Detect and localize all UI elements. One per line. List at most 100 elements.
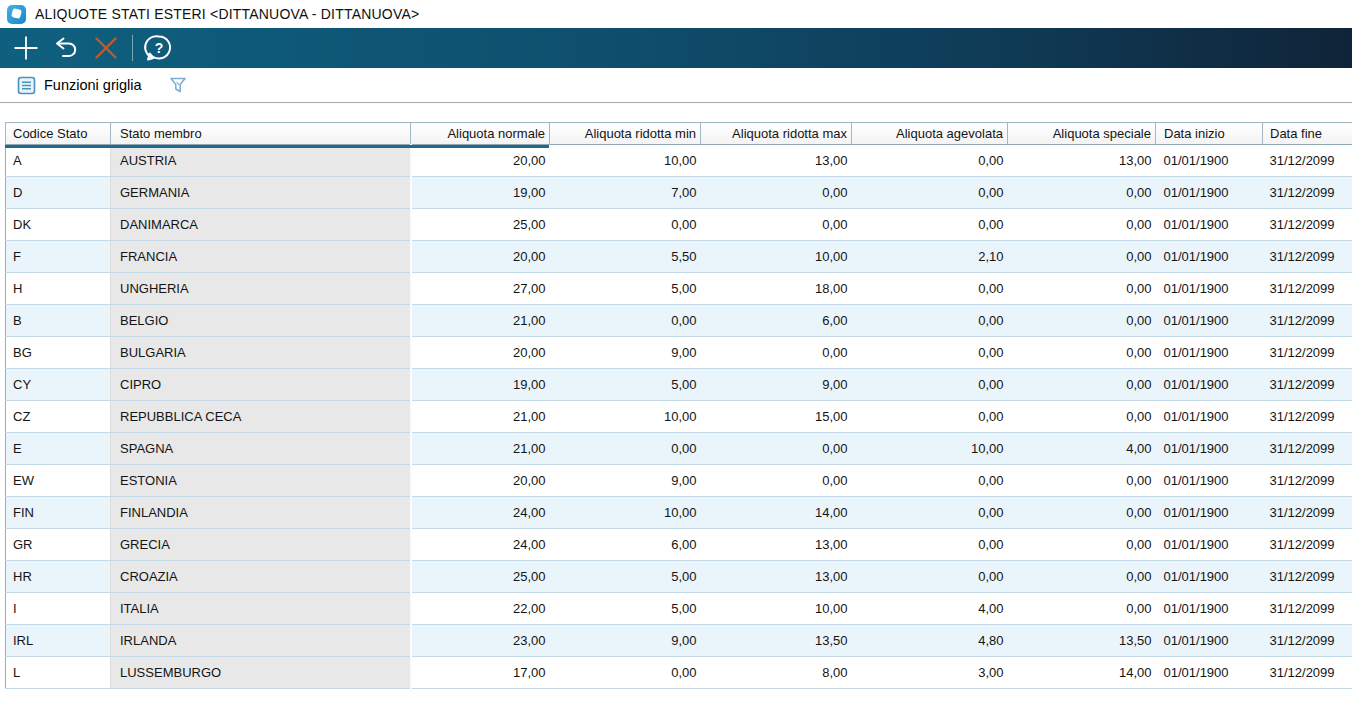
cell-aliquota-ridotta-max[interactable]: 0,00 — [701, 209, 852, 241]
cell-data-inizio[interactable]: 01/01/1900 — [1156, 465, 1263, 497]
cell-data-fine[interactable]: 31/12/2099 — [1263, 625, 1352, 657]
cell-aliquota-speciale[interactable]: 0,00 — [1008, 497, 1156, 529]
close-button[interactable] — [86, 28, 126, 68]
cell-aliquota-agevolata[interactable]: 0,00 — [852, 273, 1008, 305]
cell-aliquota-speciale[interactable]: 0,00 — [1008, 337, 1156, 369]
cell-codice-stato[interactable]: H — [6, 273, 111, 305]
cell-stato-membro[interactable]: ESTONIA — [111, 465, 411, 497]
column-header-data-inizio[interactable]: Data inizio — [1156, 123, 1263, 145]
cell-stato-membro[interactable]: IRLANDA — [111, 625, 411, 657]
cell-codice-stato[interactable]: CY — [6, 369, 111, 401]
column-header-stato-membro[interactable]: Stato membro — [111, 123, 411, 145]
cell-codice-stato[interactable]: L — [6, 657, 111, 689]
cell-aliquota-agevolata[interactable]: 0,00 — [852, 177, 1008, 209]
cell-aliquota-normale[interactable]: 21,00 — [411, 401, 550, 433]
cell-stato-membro[interactable]: FRANCIA — [111, 241, 411, 273]
cell-aliquota-normale[interactable]: 20,00 — [411, 337, 550, 369]
table-row[interactable]: BBELGIO21,000,006,000,000,0001/01/190031… — [6, 305, 1352, 337]
cell-stato-membro[interactable]: BULGARIA — [111, 337, 411, 369]
cell-data-inizio[interactable]: 01/01/1900 — [1156, 657, 1263, 689]
column-header-aliquota-agevolata[interactable]: Aliquota agevolata — [852, 123, 1008, 145]
cell-aliquota-normale[interactable]: 23,00 — [411, 625, 550, 657]
cell-data-fine[interactable]: 31/12/2099 — [1263, 433, 1352, 465]
cell-data-inizio[interactable]: 01/01/1900 — [1156, 433, 1263, 465]
cell-codice-stato[interactable]: FIN — [6, 497, 111, 529]
cell-aliquota-speciale[interactable]: 0,00 — [1008, 529, 1156, 561]
table-row[interactable]: HUNGHERIA27,005,0018,000,000,0001/01/190… — [6, 273, 1352, 305]
cell-data-fine[interactable]: 31/12/2099 — [1263, 305, 1352, 337]
cell-aliquota-ridotta-min[interactable]: 5,00 — [550, 561, 701, 593]
cell-aliquota-ridotta-min[interactable]: 10,00 — [550, 497, 701, 529]
cell-aliquota-normale[interactable]: 22,00 — [411, 593, 550, 625]
cell-aliquota-agevolata[interactable]: 10,00 — [852, 433, 1008, 465]
cell-aliquota-ridotta-min[interactable]: 10,00 — [550, 401, 701, 433]
cell-aliquota-speciale[interactable]: 0,00 — [1008, 209, 1156, 241]
cell-data-inizio[interactable]: 01/01/1900 — [1156, 241, 1263, 273]
cell-aliquota-ridotta-min[interactable]: 10,00 — [550, 145, 701, 177]
cell-aliquota-speciale[interactable]: 0,00 — [1008, 401, 1156, 433]
cell-aliquota-normale[interactable]: 25,00 — [411, 209, 550, 241]
cell-stato-membro[interactable]: REPUBBLICA CECA — [111, 401, 411, 433]
table-row[interactable]: BGBULGARIA20,009,000,000,000,0001/01/190… — [6, 337, 1352, 369]
cell-aliquota-speciale[interactable]: 0,00 — [1008, 177, 1156, 209]
cell-data-fine[interactable]: 31/12/2099 — [1263, 369, 1352, 401]
cell-aliquota-ridotta-max[interactable]: 14,00 — [701, 497, 852, 529]
table-row[interactable]: IRLIRLANDA23,009,0013,504,8013,5001/01/1… — [6, 625, 1352, 657]
cell-aliquota-speciale[interactable]: 0,00 — [1008, 241, 1156, 273]
cell-aliquota-ridotta-min[interactable]: 9,00 — [550, 337, 701, 369]
cell-codice-stato[interactable]: B — [6, 305, 111, 337]
cell-stato-membro[interactable]: CIPRO — [111, 369, 411, 401]
table-row[interactable]: DGERMANIA19,007,000,000,000,0001/01/1900… — [6, 177, 1352, 209]
cell-aliquota-ridotta-min[interactable]: 9,00 — [550, 625, 701, 657]
table-row[interactable]: GRGRECIA24,006,0013,000,000,0001/01/1900… — [6, 529, 1352, 561]
cell-data-inizio[interactable]: 01/01/1900 — [1156, 145, 1263, 177]
cell-stato-membro[interactable]: CROAZIA — [111, 561, 411, 593]
cell-aliquota-normale[interactable]: 24,00 — [411, 497, 550, 529]
cell-aliquota-ridotta-min[interactable]: 0,00 — [550, 433, 701, 465]
cell-codice-stato[interactable]: DK — [6, 209, 111, 241]
cell-codice-stato[interactable]: CZ — [6, 401, 111, 433]
cell-aliquota-speciale[interactable]: 0,00 — [1008, 273, 1156, 305]
cell-codice-stato[interactable]: E — [6, 433, 111, 465]
cell-data-fine[interactable]: 31/12/2099 — [1263, 593, 1352, 625]
cell-aliquota-ridotta-max[interactable]: 10,00 — [701, 241, 852, 273]
cell-aliquota-speciale[interactable]: 0,00 — [1008, 369, 1156, 401]
cell-codice-stato[interactable]: BG — [6, 337, 111, 369]
cell-stato-membro[interactable]: ITALIA — [111, 593, 411, 625]
table-row[interactable]: HRCROAZIA25,005,0013,000,000,0001/01/190… — [6, 561, 1352, 593]
cell-codice-stato[interactable]: I — [6, 593, 111, 625]
cell-codice-stato[interactable]: A — [6, 145, 111, 177]
cell-aliquota-normale[interactable]: 19,00 — [411, 177, 550, 209]
cell-aliquota-normale[interactable]: 24,00 — [411, 529, 550, 561]
cell-aliquota-speciale[interactable]: 0,00 — [1008, 305, 1156, 337]
cell-aliquota-normale[interactable]: 20,00 — [411, 145, 550, 177]
column-header-aliquota-ridotta-min[interactable]: Aliquota ridotta min — [550, 123, 701, 145]
cell-aliquota-ridotta-max[interactable]: 0,00 — [701, 465, 852, 497]
cell-data-fine[interactable]: 31/12/2099 — [1263, 657, 1352, 689]
cell-aliquota-ridotta-max[interactable]: 13,00 — [701, 561, 852, 593]
cell-aliquota-agevolata[interactable]: 2,10 — [852, 241, 1008, 273]
cell-data-fine[interactable]: 31/12/2099 — [1263, 209, 1352, 241]
cell-data-fine[interactable]: 31/12/2099 — [1263, 337, 1352, 369]
cell-aliquota-speciale[interactable]: 13,50 — [1008, 625, 1156, 657]
cell-aliquota-speciale[interactable]: 13,00 — [1008, 145, 1156, 177]
cell-aliquota-normale[interactable]: 20,00 — [411, 241, 550, 273]
cell-data-inizio[interactable]: 01/01/1900 — [1156, 529, 1263, 561]
cell-aliquota-agevolata[interactable]: 4,00 — [852, 593, 1008, 625]
cell-codice-stato[interactable]: GR — [6, 529, 111, 561]
cell-aliquota-agevolata[interactable]: 0,00 — [852, 497, 1008, 529]
cell-data-inizio[interactable]: 01/01/1900 — [1156, 401, 1263, 433]
table-row[interactable]: DKDANIMARCA25,000,000,000,000,0001/01/19… — [6, 209, 1352, 241]
cell-aliquota-ridotta-min[interactable]: 5,00 — [550, 369, 701, 401]
help-button[interactable]: ? — [139, 28, 179, 68]
cell-data-inizio[interactable]: 01/01/1900 — [1156, 369, 1263, 401]
filter-button[interactable] — [168, 75, 188, 95]
cell-aliquota-agevolata[interactable]: 4,80 — [852, 625, 1008, 657]
cell-data-fine[interactable]: 31/12/2099 — [1263, 177, 1352, 209]
cell-aliquota-ridotta-min[interactable]: 5,00 — [550, 273, 701, 305]
cell-aliquota-agevolata[interactable]: 0,00 — [852, 145, 1008, 177]
cell-aliquota-ridotta-max[interactable]: 15,00 — [701, 401, 852, 433]
cell-codice-stato[interactable]: HR — [6, 561, 111, 593]
grid-functions-button[interactable]: Funzioni griglia — [17, 76, 142, 95]
column-header-aliquota-ridotta-max[interactable]: Aliquota ridotta max — [701, 123, 852, 145]
